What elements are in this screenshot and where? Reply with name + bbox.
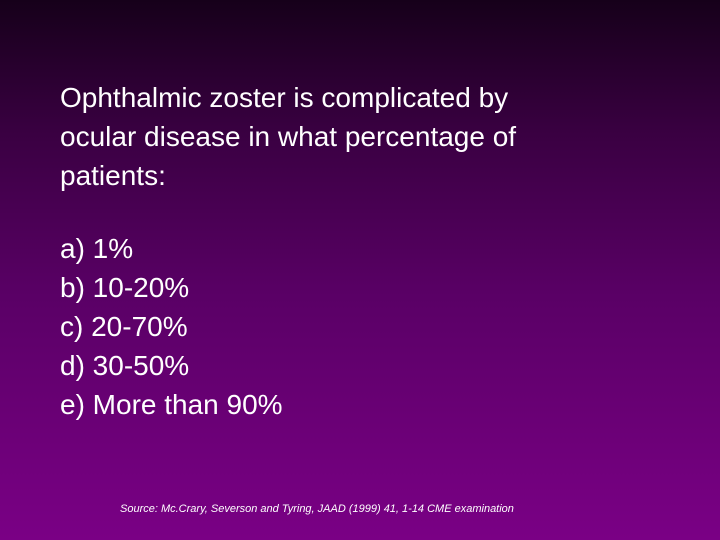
question-line: Ophthalmic zoster is complicated by <box>60 82 509 113</box>
source-citation: Source: Mc.Crary, Severson and Tyring, J… <box>120 503 514 515</box>
answer-options: a) 1% b) 10-20% c) 20-70% d) 30-50% e) M… <box>60 229 283 424</box>
question-text: Ophthalmic zoster is complicated by ocul… <box>60 78 680 195</box>
question-line: ocular disease in what percentage of <box>60 121 517 152</box>
option-c: c) 20-70% <box>60 311 188 342</box>
option-e: e) More than 90% <box>60 389 283 420</box>
question-line: patients: <box>60 160 166 191</box>
option-d: d) 30-50% <box>60 350 190 381</box>
option-b: b) 10-20% <box>60 272 190 303</box>
option-a: a) 1% <box>60 233 134 264</box>
